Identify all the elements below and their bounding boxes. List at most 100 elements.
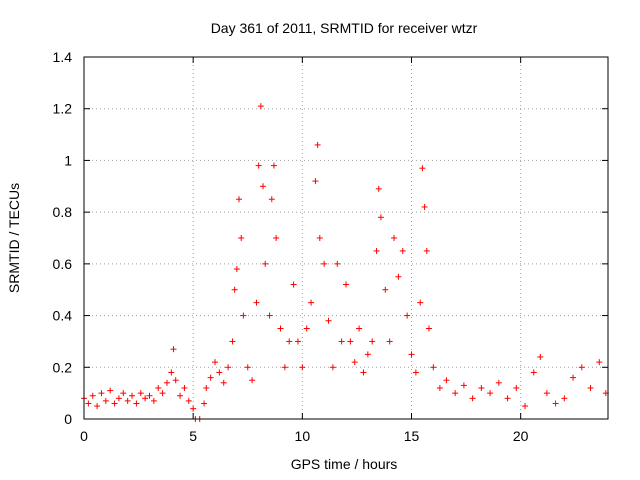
y-tick-label: 1 (64, 152, 72, 168)
data-point (146, 392, 153, 399)
data-point (487, 390, 494, 397)
data-point (561, 395, 568, 402)
data-point (425, 325, 432, 332)
data-point (266, 312, 273, 319)
data-point (356, 325, 363, 332)
data-point (190, 405, 197, 412)
y-tick-label: 0.4 (53, 308, 73, 324)
data-point (249, 377, 256, 384)
data-point (168, 369, 175, 376)
data-point (314, 141, 321, 148)
data-point (231, 286, 238, 293)
data-point (212, 359, 218, 366)
data-point (321, 260, 328, 267)
data-point (270, 162, 277, 169)
y-tick-label: 0 (64, 411, 72, 427)
data-point (229, 338, 236, 345)
chart-title: Day 361 of 2011, SRMTID for receiver wtz… (211, 20, 478, 36)
data-point (537, 353, 544, 360)
data-point (382, 286, 389, 293)
data-point (596, 359, 603, 366)
data-point (312, 178, 319, 185)
data-point (170, 346, 177, 353)
data-point (294, 338, 301, 345)
data-point (220, 379, 227, 386)
data-point (338, 338, 345, 345)
data-point (85, 400, 92, 407)
data-point (386, 338, 393, 345)
data-point (216, 369, 223, 376)
data-point (408, 351, 415, 358)
data-point (443, 377, 450, 384)
data-point (181, 384, 188, 391)
data-point (115, 395, 122, 402)
data-point (334, 260, 341, 267)
data-point (201, 400, 208, 407)
data-point (351, 359, 358, 366)
data-point (504, 395, 511, 402)
data-point (412, 369, 419, 376)
grid-lines (84, 57, 608, 419)
data-point (172, 377, 179, 384)
data-point (120, 390, 127, 397)
data-point (268, 196, 275, 203)
data-point (377, 214, 384, 221)
data-point (137, 390, 144, 397)
y-axis-label: SRMTID / TECUs (6, 183, 22, 293)
data-point (469, 395, 476, 402)
data-point (417, 299, 424, 306)
data-point (325, 317, 332, 324)
data-point (240, 312, 247, 319)
data-point (360, 369, 367, 376)
data-point (522, 403, 529, 410)
data-point (233, 266, 240, 273)
data-point (98, 390, 105, 397)
data-point (260, 183, 267, 190)
data-point (89, 392, 96, 399)
data-point (452, 390, 459, 397)
y-tick-label: 0.8 (53, 204, 73, 220)
data-points (81, 103, 609, 422)
data-point (262, 260, 269, 267)
data-point (316, 235, 323, 241)
data-point (150, 397, 157, 404)
data-point (253, 299, 260, 306)
data-point (552, 400, 559, 407)
data-point (419, 165, 426, 172)
data-point (277, 325, 284, 332)
y-tick-label: 1.4 (53, 49, 73, 65)
data-point (107, 387, 114, 394)
data-point (578, 364, 585, 371)
data-point (530, 369, 537, 376)
data-point (133, 400, 140, 407)
data-point (142, 395, 149, 402)
data-point (308, 299, 315, 306)
data-point (399, 247, 406, 254)
x-axis-label: GPS time / hours (291, 456, 398, 472)
data-point (273, 235, 280, 241)
data-point (255, 162, 262, 169)
x-tick-label: 10 (295, 428, 311, 444)
data-point (163, 379, 170, 386)
x-tick-label: 15 (404, 428, 420, 444)
data-point (303, 325, 310, 332)
data-point (238, 235, 245, 241)
data-point (155, 384, 162, 391)
data-point (495, 379, 502, 386)
data-point (513, 384, 520, 391)
data-point (570, 374, 577, 381)
data-point (244, 364, 251, 371)
data-point (343, 281, 349, 288)
data-point (375, 185, 382, 192)
data-point (329, 364, 336, 371)
data-point (421, 203, 428, 210)
data-point (177, 392, 184, 399)
data-point (369, 338, 376, 345)
data-point (111, 400, 118, 407)
x-tick-labels: 0 5 10 15 20 (80, 428, 529, 444)
data-point (203, 384, 210, 391)
data-point (391, 235, 398, 241)
data-point (290, 281, 297, 288)
data-point (460, 382, 467, 389)
